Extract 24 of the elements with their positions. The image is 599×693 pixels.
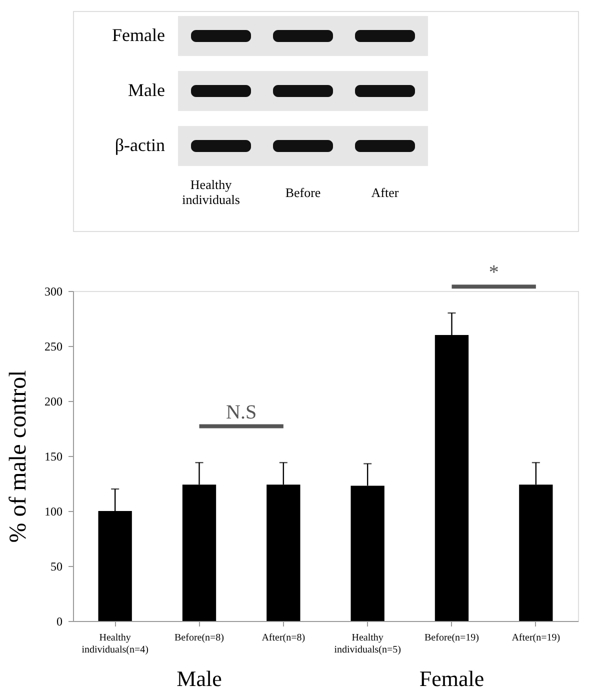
text: Female (419, 666, 484, 691)
y-tick-label: 0 (56, 614, 62, 628)
x-tick-label: Before(n=8) (174, 632, 224, 644)
x-tick-label: Healthy individuals(n=4) (82, 632, 148, 656)
text: Healthy individuals (182, 177, 240, 207)
y-tick-label: 100 (44, 504, 62, 518)
text: * (488, 262, 499, 284)
text: Male (176, 666, 222, 691)
x-tick-label: After(n=19) (512, 632, 560, 644)
text: After (371, 185, 400, 200)
y-tick-label: 50 (50, 560, 62, 574)
y-tick-label: 200 (44, 394, 62, 408)
text: β-actin (114, 135, 165, 155)
x-tick-label: Healthy individuals(n=5) (334, 632, 401, 656)
text: Female (112, 25, 166, 45)
y-tick-label: 300 (44, 284, 62, 298)
y-axis-title: % of male control (6, 370, 32, 543)
text: Before (285, 185, 321, 200)
annotation: N.S (226, 401, 257, 424)
y-tick-label: 150 (44, 450, 62, 464)
y-tick-label: 250 (44, 340, 62, 354)
x-tick-label: Before(n=19) (424, 632, 480, 644)
x-tick-label: After(n=8) (262, 632, 306, 644)
text: Male (128, 80, 166, 100)
